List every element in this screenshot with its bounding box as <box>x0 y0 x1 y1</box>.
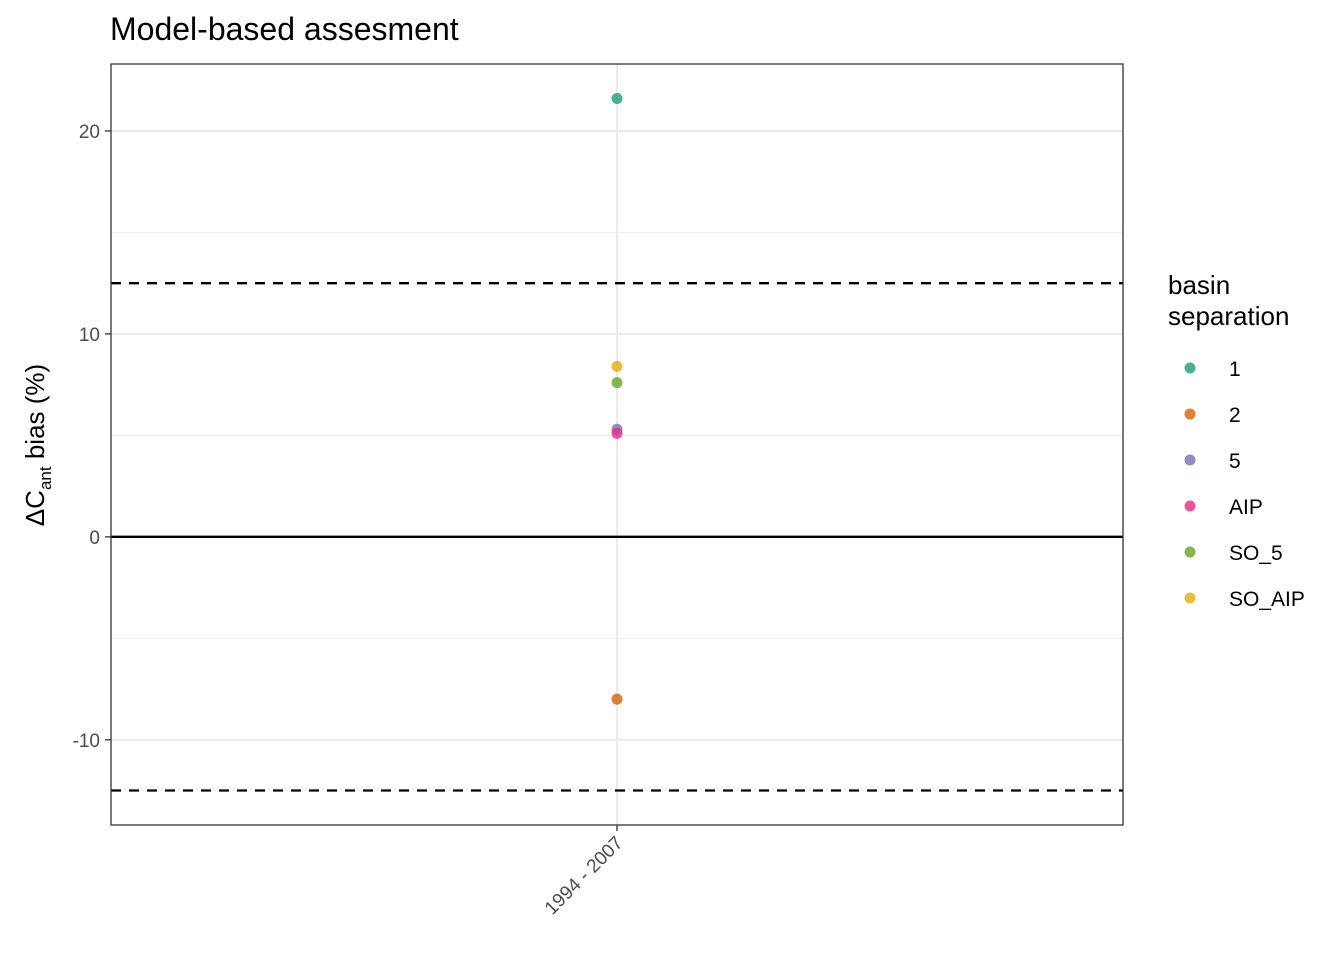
legend-title-line-1: basin <box>1168 270 1230 300</box>
legend-key <box>1184 592 1196 604</box>
legend-key <box>1184 500 1196 512</box>
x-axis: 1994 - 2007 <box>541 825 628 919</box>
legend-label: 1 <box>1229 358 1241 381</box>
y-tick-label: 0 <box>89 528 100 549</box>
y-tick-label: 10 <box>79 325 100 346</box>
plot-panel <box>110 63 1124 826</box>
data-point <box>611 377 623 389</box>
y-axis-title-prefix: ΔC <box>20 490 50 526</box>
x-tick-label: 1994 - 2007 <box>541 833 628 920</box>
legend-label: SO_5 <box>1229 542 1283 565</box>
reference-lines <box>111 282 1123 792</box>
data-point <box>611 693 623 705</box>
legend-key <box>1184 362 1196 374</box>
data-point <box>611 427 623 439</box>
y-axis-title: ΔCant bias (%) <box>20 364 55 526</box>
y-axis-title-suffix: bias (%) <box>20 364 50 467</box>
data-point <box>611 92 623 104</box>
legend-key <box>1184 408 1196 420</box>
legend: basin separation 1 2 5 AIP SO_5 SO_AIP <box>1168 270 1305 611</box>
legend-key <box>1184 454 1196 466</box>
legend-title-line-2: separation <box>1168 301 1289 331</box>
data-point <box>611 360 623 372</box>
legend-label: 2 <box>1229 404 1241 427</box>
legend-label: SO_AIP <box>1229 588 1305 611</box>
legend-title: basin separation <box>1168 270 1289 331</box>
y-tick-label: 20 <box>79 122 100 143</box>
y-axis: -10 0 10 20 <box>73 122 111 752</box>
y-axis-title-subscript: ant <box>36 466 55 490</box>
legend-items: 1 2 5 AIP SO_5 SO_AIP <box>1184 358 1305 611</box>
legend-label: 5 <box>1229 450 1241 473</box>
legend-key <box>1184 546 1196 558</box>
legend-label: AIP <box>1229 496 1263 519</box>
y-tick-label: -10 <box>73 731 100 752</box>
data-points <box>611 92 623 705</box>
chart-title: Model-based assesment <box>110 11 459 47</box>
